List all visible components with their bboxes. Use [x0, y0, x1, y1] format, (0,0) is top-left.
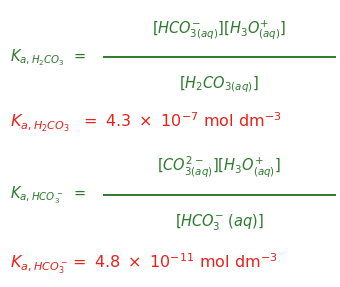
- Text: $[HCO^{-}_{3}\ (aq)]$: $[HCO^{-}_{3}\ (aq)]$: [175, 212, 264, 233]
- Text: $[CO^{2-}_{3(aq)}][H_3O^{+}_{(aq)}]$: $[CO^{2-}_{3(aq)}][H_3O^{+}_{(aq)}]$: [157, 155, 281, 181]
- Text: $K_{a,HCO_3^-}$  =: $K_{a,HCO_3^-}$ =: [10, 184, 86, 206]
- Text: $[H_2CO_{3(aq)}]$: $[H_2CO_{3(aq)}]$: [180, 74, 259, 95]
- Text: $K_{a,H_2CO_3}$  $=\ 4.3\ \times\ 10^{-7}\ \mathrm{mol\ dm^{-3}}$: $K_{a,H_2CO_3}$ $=\ 4.3\ \times\ 10^{-7}…: [10, 110, 282, 134]
- Text: $K_{a,HCO_3^-}$$=\ 4.8\ \times\ 10^{-11}\ \mathrm{mol\ dm^{-3}}$: $K_{a,HCO_3^-}$$=\ 4.8\ \times\ 10^{-11}…: [10, 252, 278, 276]
- Text: $K_{a,H_2CO_3}$  =: $K_{a,H_2CO_3}$ =: [10, 47, 86, 68]
- Text: $[HCO^{-}_{3(aq)}][H_3O^{+}_{(aq)}]$: $[HCO^{-}_{3(aq)}][H_3O^{+}_{(aq)}]$: [152, 18, 286, 42]
